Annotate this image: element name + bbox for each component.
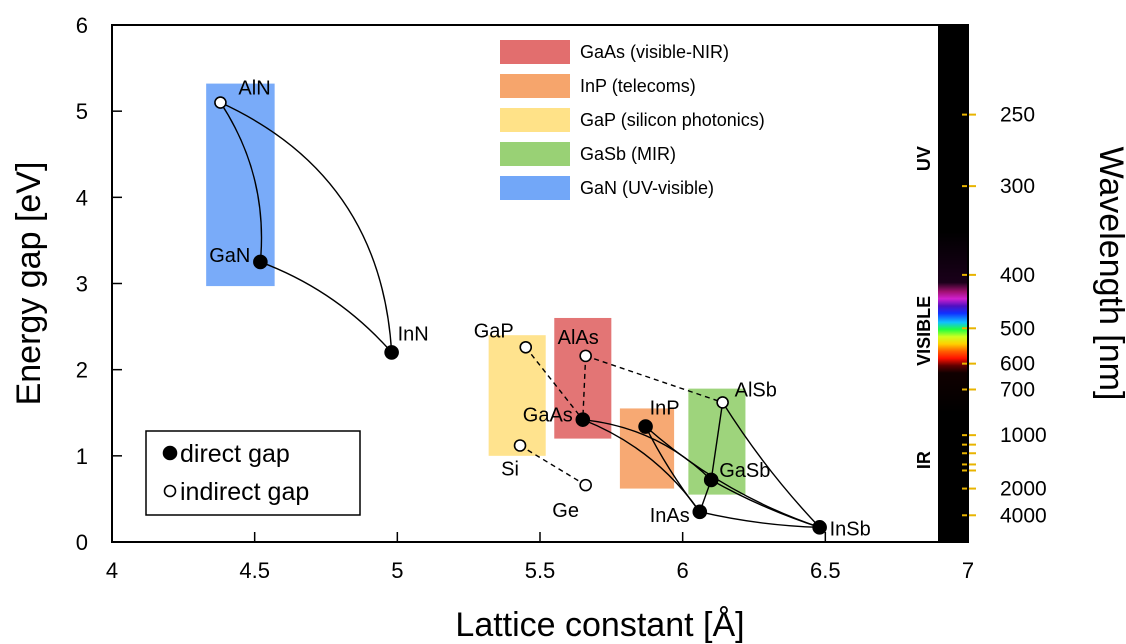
- wavelength-axis-title: Wavelength [nm]: [1092, 147, 1126, 401]
- point-label-aln: AlN: [238, 78, 270, 100]
- point-label-inas: InAs: [650, 505, 690, 527]
- gap-type-legend: direct gap indirect gap: [145, 430, 361, 516]
- legend-swatch-gaas-visible-nir: [500, 40, 570, 64]
- spectrum-band-labels: UV VISIBLE IR: [914, 146, 934, 469]
- y-axis-title: Energy gap [eV]: [10, 162, 48, 406]
- point-label-alas: AlAs: [558, 327, 599, 349]
- legend-swatch-inp-telecoms: [500, 74, 570, 98]
- y-tick-label: 6: [76, 13, 88, 38]
- y-tick-label: 4: [76, 185, 88, 210]
- curve-aln-inn: [220, 101, 393, 353]
- gap-legend-box: [145, 430, 361, 516]
- wavelength-tick-label: 300: [1000, 175, 1035, 198]
- material-points: AlN GaN InN GaP AlAs GaAs InP AlSb GaSb InAs InSb S…: [209, 78, 871, 541]
- point-label-gasb: GaSb: [719, 460, 770, 482]
- curve-inas-insb: [699, 511, 820, 529]
- x-tick-label: 7: [962, 558, 974, 583]
- x-tick-label: 6.5: [810, 558, 841, 583]
- point-label-gan: GaN: [209, 245, 250, 267]
- wavelength-tick-label: 250: [1000, 104, 1035, 127]
- curve-gan-inn: [260, 261, 393, 353]
- spectrum-band-label-uv: UV: [914, 146, 934, 171]
- substrate-bands: [206, 83, 746, 495]
- point-gan: [253, 254, 268, 270]
- y-tick-label: 1: [76, 444, 88, 469]
- visible-spectrum-gradient: [938, 231, 968, 413]
- point-gasb: [703, 472, 719, 488]
- legend-label-gan-uv-visible: GaN (UV-visible): [580, 178, 714, 198]
- y-tick-label: 0: [76, 530, 88, 555]
- x-tick-label: 6: [677, 558, 689, 583]
- point-gaas: [575, 412, 591, 427]
- curve-alsb-insb: [722, 402, 821, 528]
- point-label-si: Si: [501, 458, 519, 480]
- gap-legend-marker-direct: [162, 445, 178, 461]
- substrate-band-gan-uv-visible: [206, 83, 275, 287]
- point-insb: [812, 520, 827, 535]
- point-gap: [519, 340, 533, 354]
- gap-legend-marker-indirect: [163, 484, 177, 498]
- x-axis-title: Lattice constant [Å]: [455, 606, 744, 644]
- point-ge: [579, 478, 592, 492]
- y-tick-label: 2: [76, 358, 88, 383]
- spectrum-band-label-ir: IR: [914, 451, 934, 469]
- x-tick-label: 4: [106, 558, 118, 583]
- wavelength-tick-label: 400: [1000, 264, 1035, 287]
- point-alsb: [716, 396, 729, 409]
- point-aln: [214, 96, 227, 109]
- point-label-gaas: GaAs: [523, 405, 573, 427]
- curve-alas-alsb: [585, 355, 723, 404]
- wavelength-tick-label: 700: [1000, 378, 1035, 401]
- x-tick-label: 4.5: [239, 558, 270, 583]
- point-label-inp: InP: [650, 398, 680, 420]
- point-label-gap: GaP: [474, 320, 514, 342]
- curve-si-ge: [519, 444, 587, 486]
- point-label-ge: Ge: [552, 500, 579, 522]
- x-tick-label: 5: [391, 558, 403, 583]
- curve-gasb-insb: [710, 479, 820, 529]
- point-inp: [638, 419, 653, 434]
- point-label-inn: InN: [398, 323, 429, 345]
- axes: 4 4.5 5 5.5 6 6.5 7 0 1 2 3 4 5 6: [76, 13, 974, 583]
- point-alas: [579, 349, 592, 363]
- point-si: [513, 439, 527, 452]
- substrate-band-gap-silicon-photonics: [488, 335, 546, 456]
- legend-swatch-gasb-mir: [500, 142, 570, 166]
- alloy-curves: [219, 101, 821, 529]
- curve-aln-gan: [219, 102, 263, 263]
- curve-gap-gaas: [525, 346, 584, 421]
- legend-label-inp-telecoms: InP (telecoms): [580, 76, 696, 96]
- legend-label-gasb-mir: GaSb (MIR): [580, 144, 676, 164]
- wavelength-tick-label: 1000: [1000, 424, 1047, 447]
- point-label-insb: InSb: [830, 518, 871, 540]
- y-tick-label: 3: [76, 272, 88, 297]
- legend-swatch-gap-silicon-photonics: [500, 108, 570, 132]
- point-inas: [692, 504, 708, 520]
- spectrum-band-label-visible: VISIBLE: [914, 296, 934, 366]
- substrate-legend: GaAs (visible-NIR) InP (telecoms) GaP (sil…: [500, 40, 765, 200]
- legend-label-gap-silicon-photonics: GaP (silicon photonics): [580, 110, 765, 130]
- legend-swatch-gan-uv-visible: [500, 176, 570, 200]
- point-label-alsb: AlSb: [735, 379, 777, 401]
- gap-legend-label-indirect: indirect gap: [180, 478, 309, 506]
- point-inn: [384, 345, 399, 360]
- wavelength-tick-label: 2000: [1000, 478, 1047, 501]
- x-tick-label: 5.5: [525, 558, 556, 583]
- gap-legend-label-direct: direct gap: [180, 440, 290, 468]
- wavelength-tick-label: 4000: [1000, 504, 1047, 527]
- y-tick-label: 5: [76, 99, 88, 124]
- wavelength-tick-label: 600: [1000, 353, 1035, 376]
- wavelength-tick-label: 500: [1000, 317, 1035, 340]
- curve-inp-inas: [644, 426, 701, 513]
- legend-label-gaas-visible-nir: GaAs (visible-NIR): [580, 42, 729, 62]
